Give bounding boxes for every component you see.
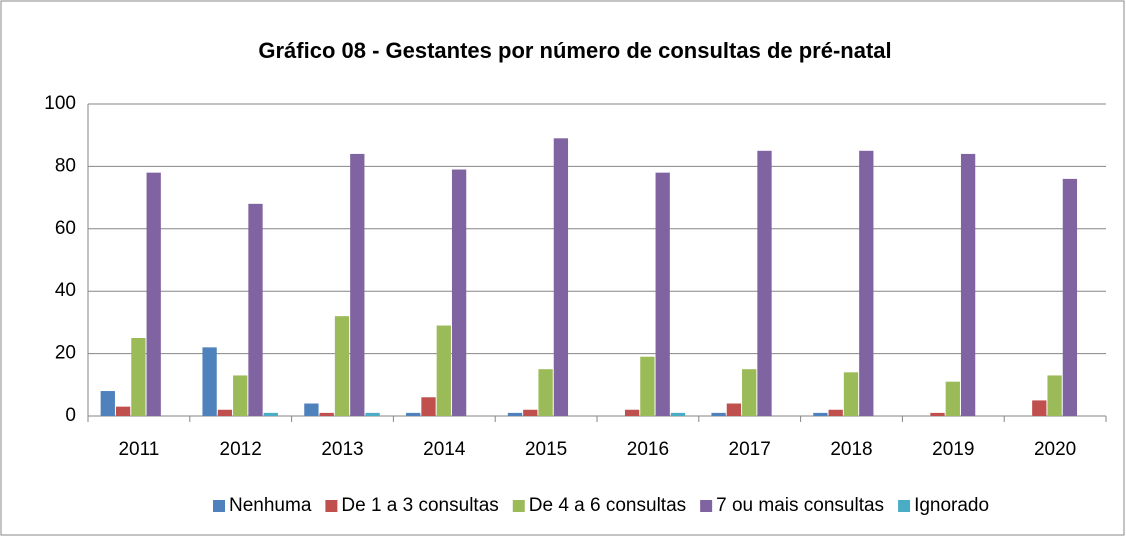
- bar: [304, 403, 319, 416]
- x-tick-label: 2020: [1034, 439, 1076, 460]
- legend-label: 7 ou mais consultas: [716, 495, 884, 516]
- x-tick-label: 2014: [423, 439, 466, 460]
- bar: [843, 372, 859, 416]
- y-tick-label: 60: [55, 218, 76, 239]
- x-tick-label: 2015: [525, 439, 567, 460]
- bar: [757, 150, 772, 417]
- bar: [421, 397, 436, 416]
- bar: [726, 403, 742, 416]
- x-tick-label: 2018: [830, 439, 872, 460]
- bar: [202, 347, 217, 416]
- bar: [1032, 400, 1047, 416]
- bar: [711, 412, 726, 416]
- legend-label: De 4 a 6 consultas: [529, 495, 686, 516]
- bar: [146, 172, 161, 416]
- bar: [131, 338, 146, 416]
- legend-swatch: [512, 500, 525, 512]
- bar: [655, 172, 670, 416]
- bar: [1062, 178, 1078, 416]
- bar: [217, 409, 233, 416]
- bar: [828, 409, 843, 416]
- bar: [670, 412, 686, 416]
- legend-label: Ignorado: [914, 495, 989, 516]
- x-tick-label: 2011: [118, 439, 159, 460]
- bar: [813, 412, 828, 416]
- bar: [538, 369, 553, 416]
- x-tick-label: 2012: [220, 439, 262, 460]
- y-tick-label: 20: [55, 343, 76, 364]
- x-tick-label: 2016: [627, 439, 669, 460]
- bar: [350, 153, 365, 417]
- legend-swatch: [325, 500, 338, 512]
- y-tick-label: 0: [65, 405, 76, 426]
- legend-label: De 1 a 3 consultas: [341, 495, 498, 516]
- y-tick-label: 40: [55, 280, 76, 301]
- bar: [115, 406, 131, 416]
- legend-swatch: [700, 500, 713, 512]
- legend-swatch: [898, 500, 911, 512]
- x-tick-label: 2013: [321, 439, 363, 460]
- bar: [365, 412, 380, 416]
- bar: [263, 412, 278, 416]
- bar: [523, 409, 538, 416]
- bar: [334, 316, 350, 416]
- bar: [100, 391, 115, 416]
- bar: [930, 412, 945, 416]
- x-tick-label: 2017: [729, 439, 771, 460]
- bar: [553, 138, 569, 416]
- bar: [945, 381, 960, 416]
- bar: [960, 153, 976, 417]
- bar: [742, 369, 757, 416]
- bar: [451, 169, 467, 416]
- x-tick-label: 2019: [932, 439, 974, 460]
- chart-title: Gráfico 08 - Gestantes por número de con…: [258, 38, 891, 63]
- legend-swatch: [213, 500, 225, 512]
- bar: [507, 412, 523, 416]
- y-tick-label: 100: [44, 93, 76, 114]
- bar: [640, 356, 655, 416]
- bar: [624, 409, 640, 416]
- bar: [436, 325, 451, 416]
- bar: [233, 375, 248, 416]
- bar: [319, 412, 334, 416]
- bar: [248, 203, 263, 416]
- legend-label: Nenhuma: [229, 495, 312, 516]
- bar: [406, 412, 421, 416]
- bar: [1047, 375, 1062, 416]
- y-tick-label: 80: [55, 155, 76, 176]
- bar: [859, 150, 874, 417]
